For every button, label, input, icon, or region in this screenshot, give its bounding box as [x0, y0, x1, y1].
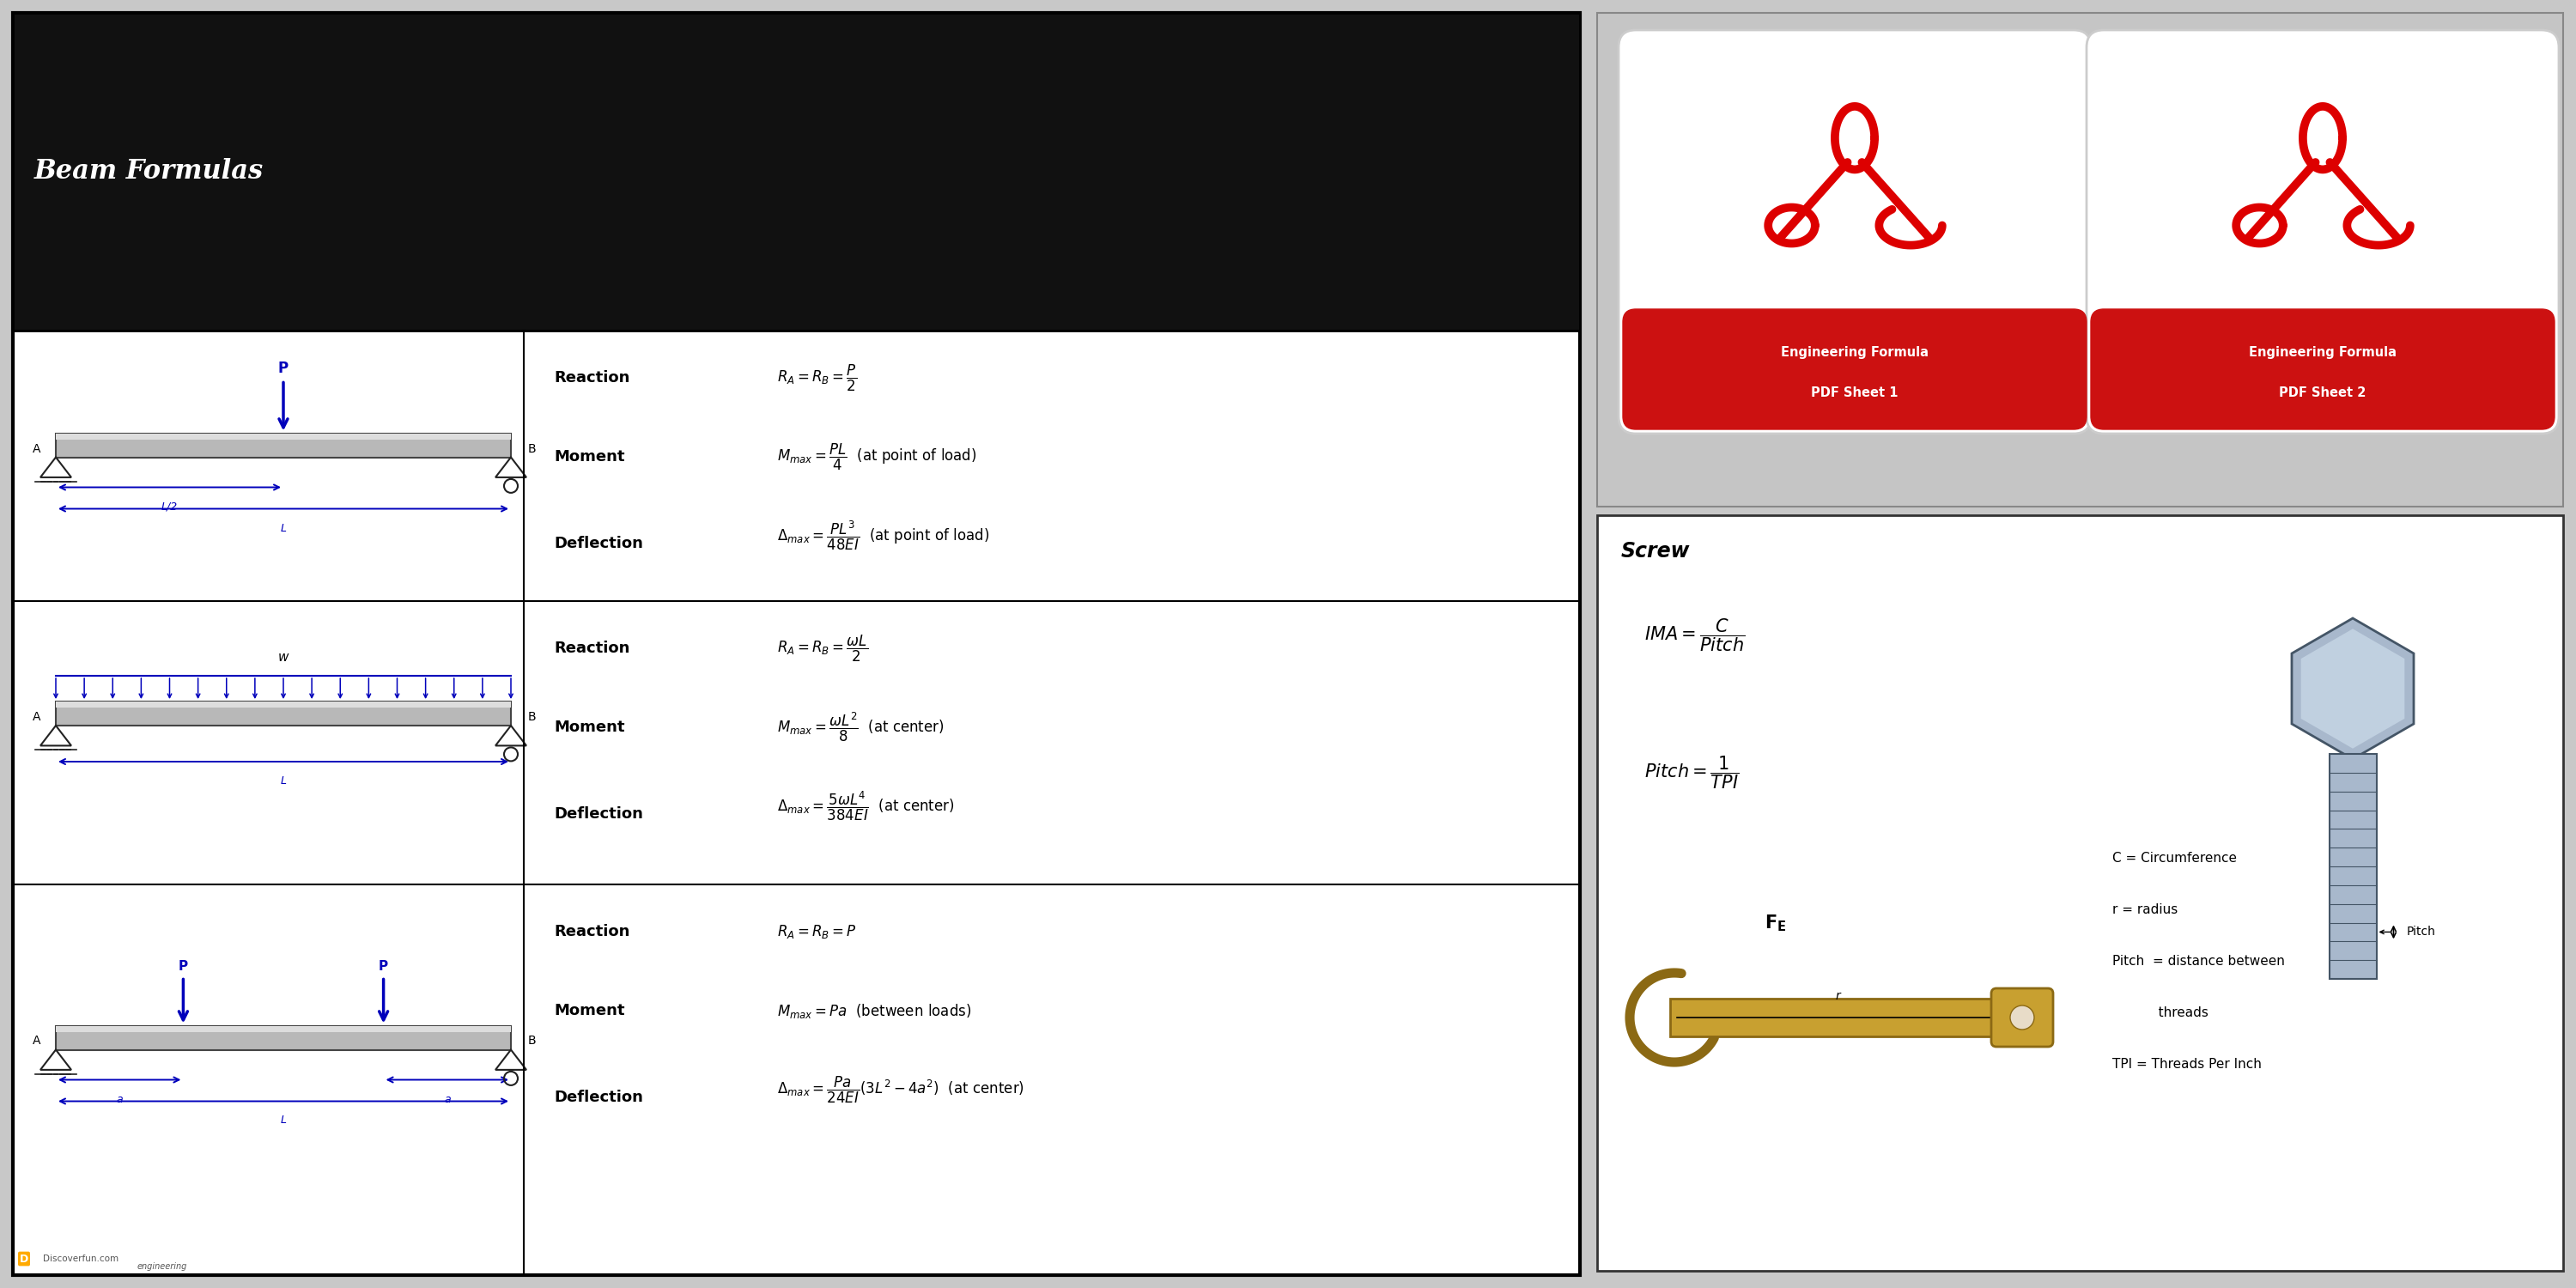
Text: a: a — [116, 1094, 124, 1105]
Text: P: P — [278, 361, 289, 376]
FancyBboxPatch shape — [1623, 309, 2087, 429]
Text: Moment: Moment — [554, 450, 623, 465]
Circle shape — [2009, 1006, 2035, 1029]
Text: $\Delta_{max} = \dfrac{PL^3}{48EI}$  (at point of load): $\Delta_{max} = \dfrac{PL^3}{48EI}$ (at … — [778, 519, 989, 553]
Text: engineering: engineering — [137, 1262, 188, 1271]
Text: r: r — [1834, 990, 1839, 1002]
Text: A: A — [31, 1036, 41, 1047]
Text: Engineering Formula: Engineering Formula — [2249, 345, 2396, 358]
Polygon shape — [2293, 618, 2414, 759]
Text: L: L — [281, 775, 286, 787]
Text: $R_A = R_B = \dfrac{P}{2}$: $R_A = R_B = \dfrac{P}{2}$ — [778, 363, 858, 393]
Text: Pitch  = distance between: Pitch = distance between — [2112, 956, 2285, 969]
Text: w: w — [278, 650, 289, 663]
Text: $\mathbf{F_E}$: $\mathbf{F_E}$ — [1765, 913, 1785, 934]
Bar — [57, 1025, 510, 1032]
Text: TPI = Threads Per Inch: TPI = Threads Per Inch — [2112, 1059, 2262, 1072]
Text: A: A — [31, 443, 41, 455]
Text: $Pitch = \dfrac{1}{TPI}$: $Pitch = \dfrac{1}{TPI}$ — [1643, 755, 1739, 791]
Bar — [57, 1025, 510, 1050]
Bar — [57, 433, 510, 439]
Text: $\Delta_{max} = \dfrac{Pa}{24EI}(3L^2-4a^2)$  (at center): $\Delta_{max} = \dfrac{Pa}{24EI}(3L^2-4a… — [778, 1074, 1025, 1105]
Text: Engineering Formula: Engineering Formula — [1780, 345, 1929, 358]
Text: Deflection: Deflection — [554, 1090, 644, 1105]
Bar — [13, 13, 1579, 331]
Text: $R_A = R_B = P$: $R_A = R_B = P$ — [778, 923, 858, 940]
FancyBboxPatch shape — [2092, 309, 2555, 429]
Text: L/2: L/2 — [162, 501, 178, 513]
Text: L: L — [281, 1115, 286, 1126]
Text: $IMA = \dfrac{C}{Pitch}$: $IMA = \dfrac{C}{Pitch}$ — [1643, 617, 1744, 654]
Text: Pitch: Pitch — [2406, 926, 2434, 938]
Text: Deflection: Deflection — [554, 536, 644, 551]
Text: $M_{max} = \dfrac{\omega L^2}{8}$  (at center): $M_{max} = \dfrac{\omega L^2}{8}$ (at ce… — [778, 711, 945, 743]
Text: threads: threads — [2112, 1007, 2208, 1020]
Text: r = radius: r = radius — [2112, 904, 2177, 917]
Bar — [57, 433, 510, 457]
FancyBboxPatch shape — [1618, 30, 2092, 434]
Text: a: a — [443, 1094, 451, 1105]
Text: B: B — [528, 443, 536, 455]
Text: Reaction: Reaction — [554, 923, 629, 939]
Text: Moment: Moment — [554, 1003, 623, 1019]
Text: A: A — [31, 711, 41, 723]
FancyBboxPatch shape — [1991, 988, 2053, 1047]
Bar — [1597, 13, 2563, 506]
Polygon shape — [2300, 629, 2403, 748]
FancyBboxPatch shape — [2087, 30, 2558, 434]
Text: C = Circumference: C = Circumference — [2112, 853, 2236, 866]
Text: Moment: Moment — [554, 720, 623, 735]
Text: Discoverfun.com: Discoverfun.com — [44, 1255, 118, 1264]
Text: L: L — [281, 523, 286, 533]
Text: Reaction: Reaction — [554, 640, 629, 656]
Bar — [57, 702, 510, 725]
Text: $M_{max} = Pa$  (between loads): $M_{max} = Pa$ (between loads) — [778, 1002, 971, 1020]
Text: B: B — [528, 711, 536, 723]
Text: PDF Sheet 1: PDF Sheet 1 — [1811, 386, 1899, 399]
Bar — [57, 702, 510, 707]
Text: P: P — [379, 960, 389, 972]
Bar — [1597, 515, 2563, 1271]
Text: P: P — [178, 960, 188, 972]
Text: $\Delta_{max} = \dfrac{5\omega L^4}{384EI}$  (at center): $\Delta_{max} = \dfrac{5\omega L^4}{384E… — [778, 790, 956, 823]
Bar — [2329, 753, 2378, 979]
Bar — [13, 13, 1579, 1275]
Text: $M_{max} = \dfrac{PL}{4}$  (at point of load): $M_{max} = \dfrac{PL}{4}$ (at point of l… — [778, 442, 976, 471]
Text: Reaction: Reaction — [554, 370, 629, 385]
Text: Screw: Screw — [1620, 541, 1690, 562]
Bar — [1669, 998, 1996, 1037]
Text: B: B — [528, 1036, 536, 1047]
Text: Beam Formulas: Beam Formulas — [33, 158, 263, 185]
Text: PDF Sheet 2: PDF Sheet 2 — [2280, 386, 2367, 399]
Text: Deflection: Deflection — [554, 806, 644, 822]
Text: $R_A = R_B = \dfrac{\omega L}{2}$: $R_A = R_B = \dfrac{\omega L}{2}$ — [778, 634, 868, 663]
Text: D: D — [21, 1253, 28, 1265]
